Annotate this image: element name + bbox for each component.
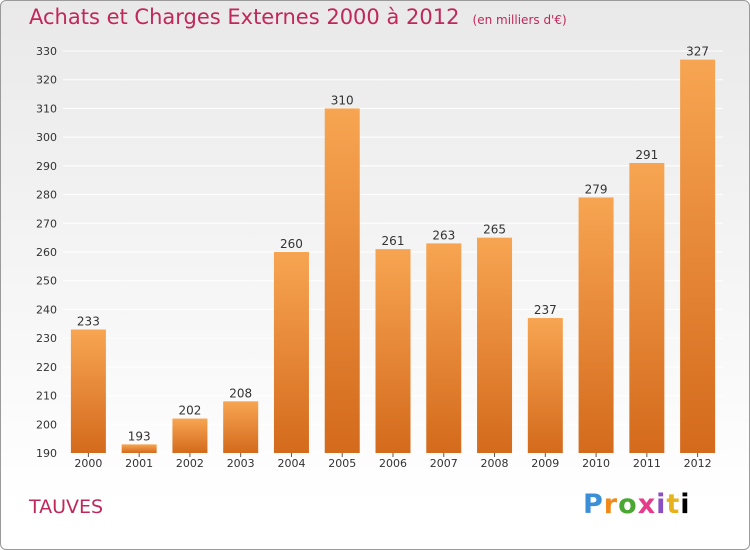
- y-tick-label: 240: [36, 303, 57, 316]
- x-tick-label: 2004: [277, 457, 305, 470]
- logo-letter: x: [637, 489, 657, 520]
- proxiti-logo[interactable]: Proxiti: [583, 489, 691, 520]
- x-tick-label: 2005: [328, 457, 356, 470]
- x-tick-label: 2010: [582, 457, 610, 470]
- bar-2002: [172, 418, 208, 453]
- bars: [70, 59, 716, 453]
- x-tick-label: 2006: [379, 457, 407, 470]
- x-axis-ticks: 2000 2001 2002 2003 2004 2005 2006 2007 2008 2009…: [74, 453, 712, 470]
- bar-2011: [629, 162, 665, 453]
- commune-name: TAUVES: [29, 496, 104, 518]
- x-tick-label: 2003: [227, 457, 255, 470]
- logo-letter: r: [603, 489, 619, 520]
- logo-letter: P: [583, 489, 604, 520]
- title-unit: (en milliers d'€): [472, 13, 567, 27]
- y-tick-label: 220: [36, 361, 57, 374]
- y-tick-label: 290: [36, 160, 57, 173]
- y-tick-label: 250: [36, 275, 57, 288]
- logo-letter: o: [618, 489, 638, 520]
- bar-2010: [578, 197, 614, 453]
- bar-2001: [121, 444, 157, 453]
- bar-2004: [273, 252, 309, 453]
- data-label: 291: [635, 148, 658, 162]
- x-tick-label: 2009: [531, 457, 559, 470]
- data-label: 279: [585, 182, 608, 196]
- data-label: 208: [229, 386, 252, 400]
- data-label: 263: [432, 228, 455, 242]
- bar-2000: [70, 329, 106, 453]
- x-tick-label: 2012: [684, 457, 712, 470]
- y-tick-label: 330: [36, 45, 57, 58]
- x-tick-label: 2008: [481, 457, 509, 470]
- x-tick-label: 2002: [176, 457, 204, 470]
- data-label: 265: [483, 223, 506, 237]
- data-label: 233: [77, 315, 100, 329]
- data-label: 202: [178, 404, 201, 418]
- y-tick-label: 300: [36, 131, 57, 144]
- data-label: 193: [128, 429, 151, 443]
- x-tick-label: 2007: [430, 457, 458, 470]
- y-tick-label: 320: [36, 74, 57, 87]
- chart-title: Achats et Charges Externes 2000 à 2012 (…: [29, 5, 567, 29]
- bar-2005: [324, 108, 360, 453]
- y-tick-label: 230: [36, 332, 57, 345]
- data-label: 260: [280, 237, 303, 251]
- bar-2006: [375, 249, 411, 453]
- data-label: 261: [382, 234, 405, 248]
- bar-2007: [426, 243, 462, 453]
- data-label: 310: [331, 93, 354, 107]
- logo-letter: t: [666, 489, 681, 520]
- data-labels: 233 193 202 208 260 310 261 263 265 237 279 291 327: [77, 45, 709, 444]
- bar-2012: [680, 59, 716, 453]
- title-text: Achats et Charges Externes 2000 à 2012: [29, 5, 460, 29]
- data-label: 327: [686, 45, 709, 59]
- y-tick-label: 210: [36, 390, 57, 403]
- y-tick-label: 280: [36, 189, 57, 202]
- y-tick-label: 260: [36, 246, 57, 259]
- y-tick-label: 270: [36, 217, 57, 230]
- y-tick-label: 310: [36, 102, 57, 115]
- bar-2009: [527, 318, 563, 453]
- logo-letter: i: [680, 489, 691, 520]
- bar-2003: [223, 401, 259, 453]
- logo-letter: i: [656, 489, 667, 520]
- x-tick-label: 2000: [74, 457, 102, 470]
- y-tick-label: 200: [36, 418, 57, 431]
- y-tick-label: 190: [36, 447, 57, 460]
- bar-2008: [477, 237, 513, 453]
- y-axis-ticks: 190 200 210 220 230 240 250 260 270 280 290 300 310 3…: [36, 45, 57, 460]
- data-label: 237: [534, 303, 557, 317]
- x-tick-label: 2011: [633, 457, 661, 470]
- x-tick-label: 2001: [125, 457, 153, 470]
